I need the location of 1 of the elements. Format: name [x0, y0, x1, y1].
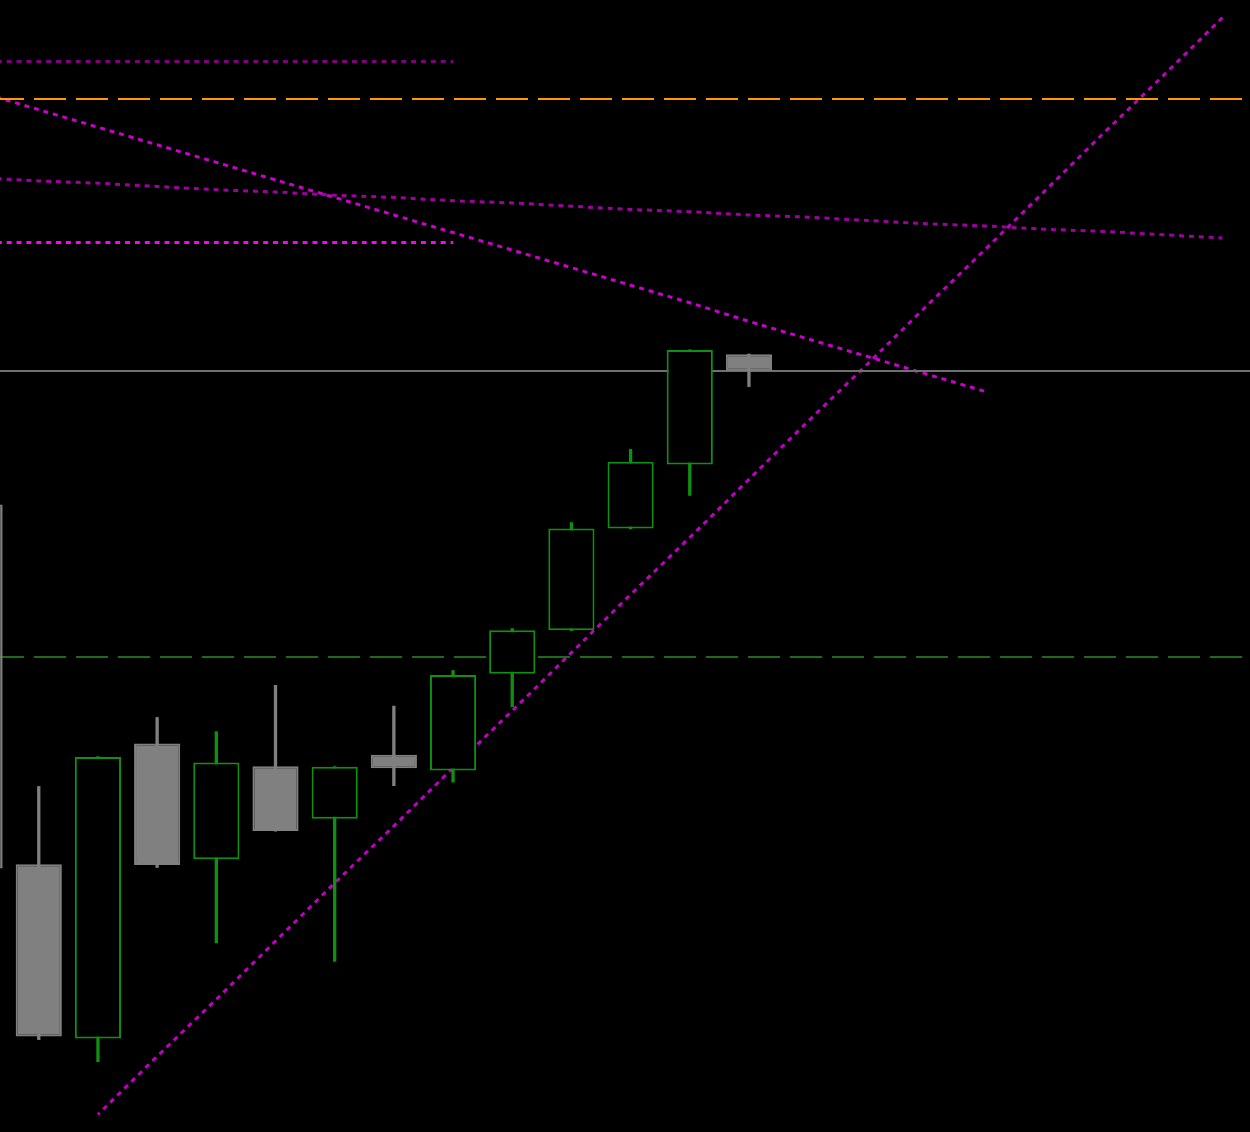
- candlestick: [370, 705, 417, 787]
